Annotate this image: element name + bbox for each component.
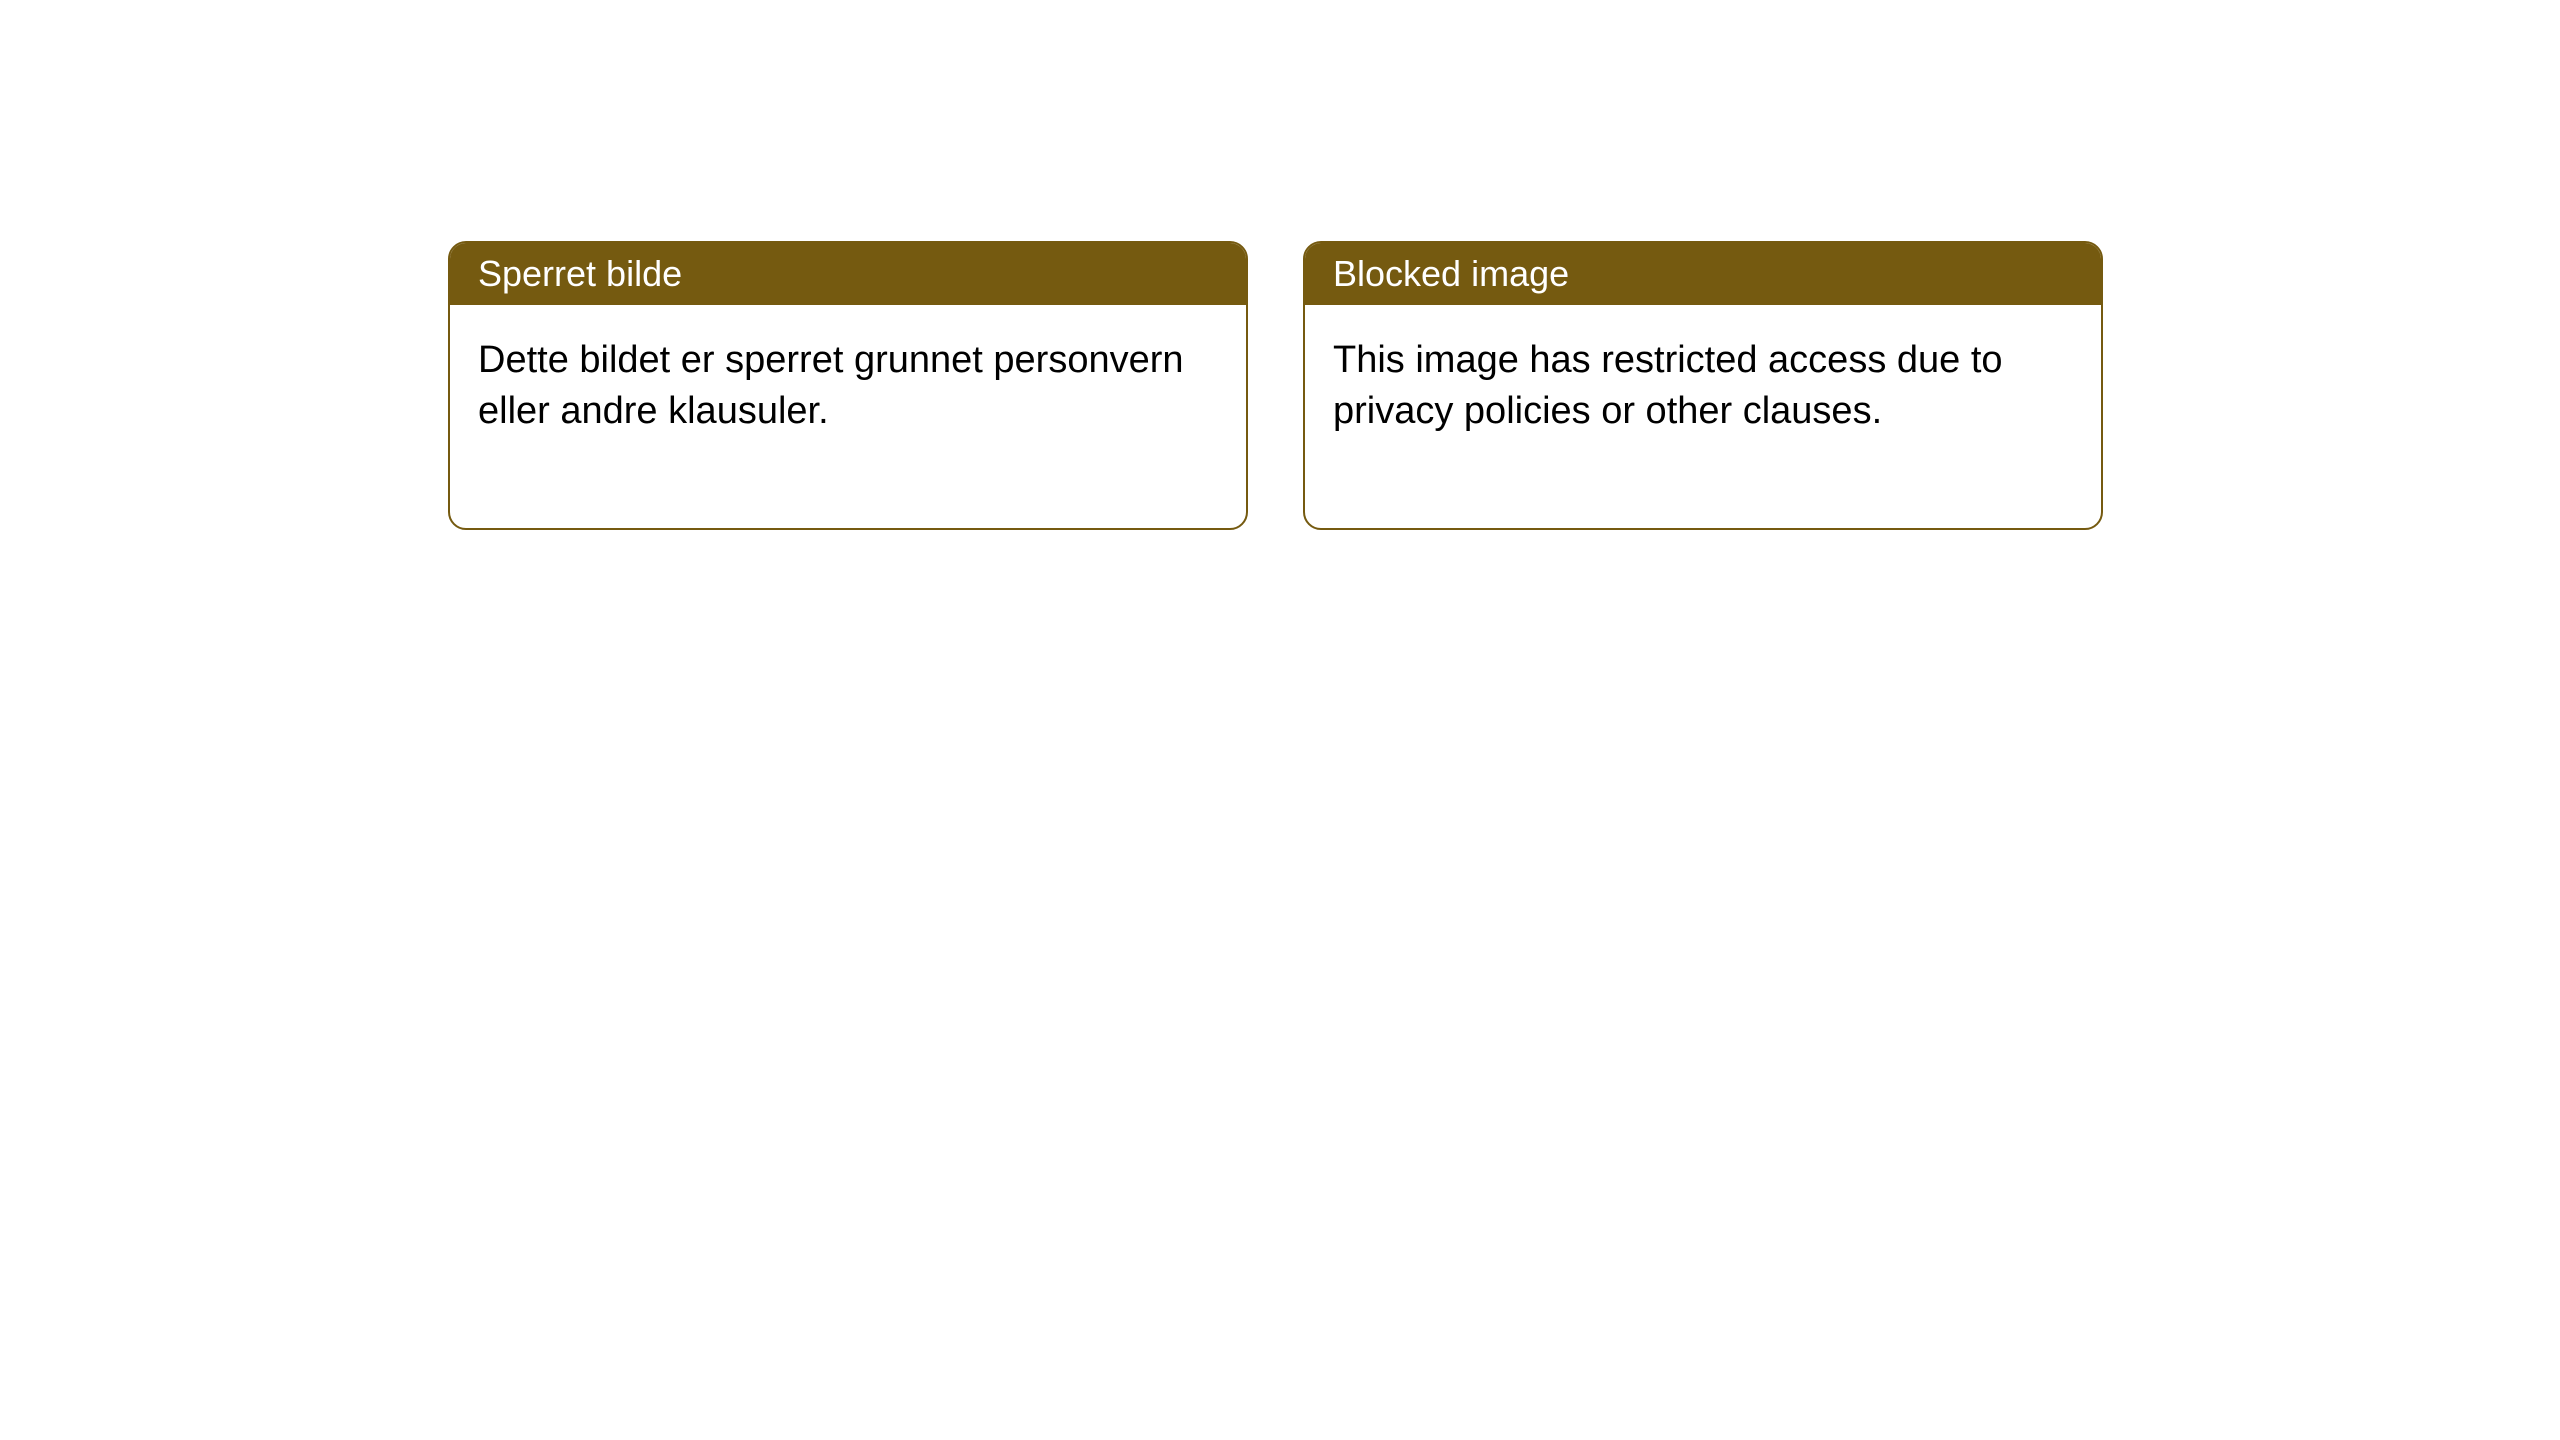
notice-container: Sperret bilde Dette bildet er sperret gr…: [448, 241, 2103, 530]
notice-body: Dette bildet er sperret grunnet personve…: [450, 305, 1246, 528]
notice-card-norwegian: Sperret bilde Dette bildet er sperret gr…: [448, 241, 1248, 530]
notice-body: This image has restricted access due to …: [1305, 305, 2101, 528]
notice-card-english: Blocked image This image has restricted …: [1303, 241, 2103, 530]
notice-header: Sperret bilde: [450, 243, 1246, 305]
notice-header: Blocked image: [1305, 243, 2101, 305]
